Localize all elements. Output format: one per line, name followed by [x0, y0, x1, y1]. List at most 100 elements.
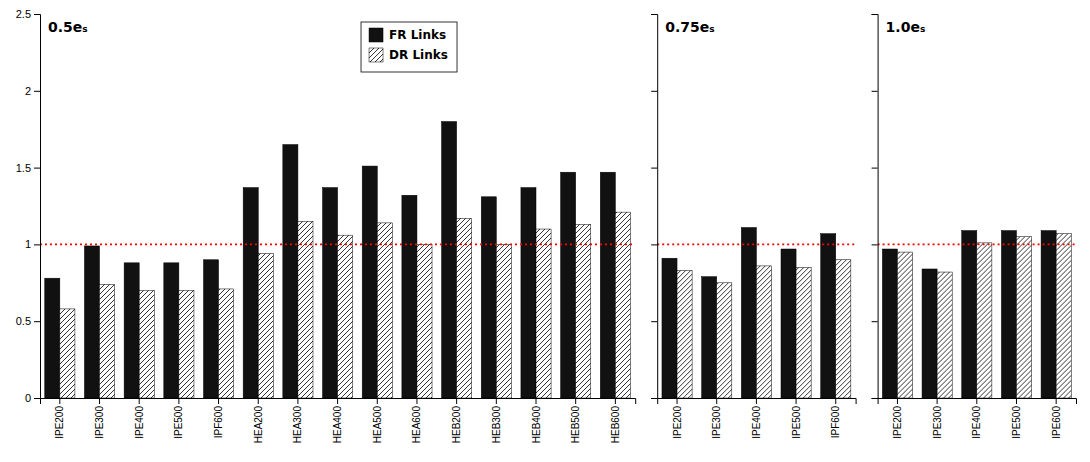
tick-mark: [178, 398, 179, 404]
bar: [561, 172, 576, 398]
tick-mark: [651, 91, 657, 92]
bar: [496, 244, 511, 398]
y-tick: [651, 398, 657, 399]
y-tick: [872, 14, 878, 15]
tick-mark: [651, 321, 657, 322]
bar: [741, 228, 756, 398]
x-tick-label: IPE400: [971, 406, 982, 439]
y-tick: [872, 398, 878, 399]
legend-swatch: [369, 28, 383, 42]
tick-mark: [872, 244, 878, 245]
x-axis: IPE200 IPE300 IPE400 IPE500 IPE600: [878, 398, 1076, 439]
tick-mark: [835, 398, 836, 404]
x-tick: IPE600: [1051, 398, 1062, 439]
tick-mark: [872, 321, 878, 322]
x-tick: IPE400: [971, 398, 982, 439]
bar: [922, 269, 937, 398]
x-tick-label: HEA500: [372, 406, 383, 444]
tick-mark: [872, 14, 878, 15]
reference-line: [657, 243, 855, 245]
bar: [717, 283, 732, 398]
x-tick-label: HEB400: [531, 406, 542, 444]
tick-mark: [937, 398, 938, 404]
legend-swatch: [369, 48, 383, 62]
tick-mark: [536, 398, 537, 404]
x-tick: IPE300: [932, 398, 943, 439]
y-tick-label: 2.5: [16, 8, 31, 20]
series: [60, 212, 631, 398]
bar: [84, 246, 99, 398]
x-tick-label: IPE200: [672, 406, 683, 439]
bar: [796, 267, 811, 398]
x-tick: IPE500: [791, 398, 802, 439]
x-tick: HEB500: [570, 398, 581, 443]
marks: [40, 122, 635, 398]
x-tick-label: HEB300: [491, 406, 502, 444]
tick-mark: [456, 398, 457, 404]
x-tick-label: IPE200: [892, 406, 903, 439]
x-tick: HEA300: [292, 398, 303, 443]
x-tick-label: IPF600: [213, 406, 224, 439]
y-tick: [651, 244, 657, 245]
x-tick: IPF600: [830, 398, 841, 438]
axis-line: [41, 399, 636, 405]
x-tick: IPE200: [672, 398, 683, 439]
bar: [457, 218, 472, 398]
tick-mark: [258, 398, 259, 404]
series: [662, 228, 836, 398]
series: [897, 234, 1071, 398]
bar: [323, 188, 338, 398]
legend: FR LinksDR Links: [361, 22, 457, 72]
bar: [402, 195, 417, 398]
tick-mark: [416, 398, 417, 404]
x-tick-label: IPE300: [94, 406, 105, 439]
y-tick-label: 2: [25, 85, 31, 97]
tick-mark: [34, 321, 40, 322]
x-tick-label: HEA300: [292, 406, 303, 444]
bar: [1056, 234, 1071, 398]
panel: 00.511.522.5IPE200IPE300IPE400IPE500IPF6…: [16, 8, 636, 443]
panel-title: 0.5eₛ: [48, 19, 88, 35]
y-tick: [872, 244, 878, 245]
panel-title: 0.75eₛ: [665, 19, 714, 35]
panel: IPE200IPE300IPE400IPE500IPF6000.75eₛ: [651, 15, 856, 439]
bar: [781, 249, 796, 398]
x-tick: HEB400: [531, 398, 542, 443]
marks: [657, 228, 855, 398]
bar: [219, 289, 234, 398]
y-axis: 00.511.522.5: [16, 8, 41, 404]
x-tick: IPE400: [134, 398, 145, 439]
x-tick-label: HEB200: [451, 406, 462, 444]
bar: [481, 197, 496, 398]
y-tick: 1: [25, 238, 40, 250]
y-tick: 0.5: [16, 315, 40, 327]
bar: [298, 221, 313, 398]
y-tick-label: 1.5: [16, 162, 31, 174]
y-tick: [651, 91, 657, 92]
tick-mark: [575, 398, 576, 404]
tick-mark: [872, 168, 878, 169]
tick-mark: [1056, 398, 1057, 404]
tick-mark: [872, 91, 878, 92]
x-tick-label: IPE300: [932, 406, 943, 439]
marks: [878, 231, 1076, 398]
bar: [897, 252, 912, 398]
bar: [417, 244, 432, 398]
bar: [677, 271, 692, 398]
tick-mark: [897, 398, 898, 404]
tick-mark: [59, 398, 60, 404]
y-tick: [651, 321, 657, 322]
tick-mark: [1016, 398, 1017, 404]
y-tick: 1.5: [16, 162, 40, 174]
x-tick: HEB300: [491, 398, 502, 443]
tick-mark: [34, 14, 40, 15]
tick-mark: [615, 398, 616, 404]
tick-mark: [651, 398, 657, 399]
axis-line: [878, 399, 1076, 405]
bar: [977, 243, 992, 398]
x-tick: IPE500: [1011, 398, 1022, 439]
x-tick: IPE400: [751, 398, 762, 439]
bar: [139, 290, 154, 398]
bar: [179, 290, 194, 398]
tick-mark: [34, 244, 40, 245]
